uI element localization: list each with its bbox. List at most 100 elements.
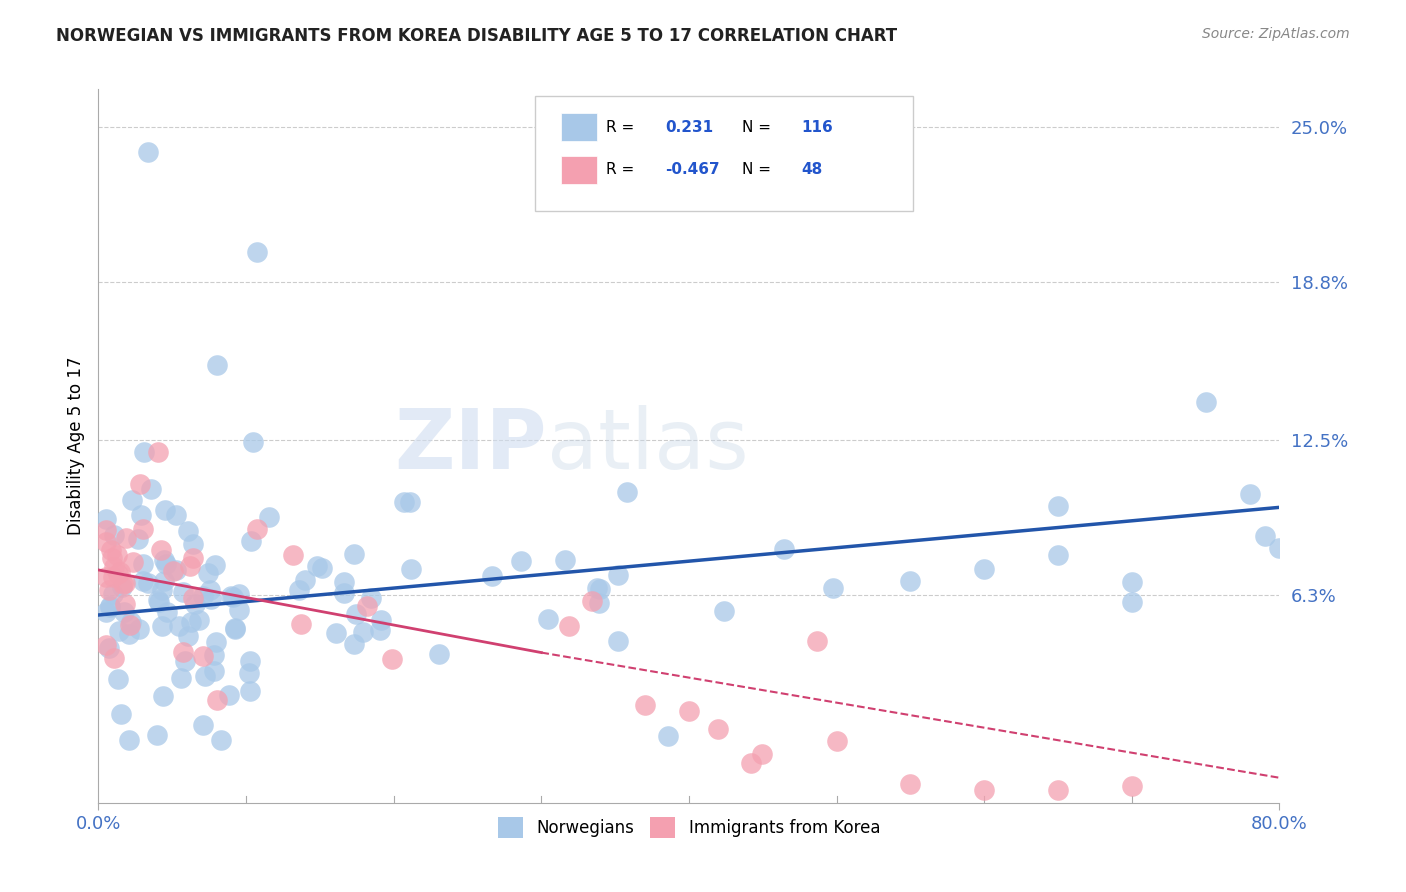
Point: [1254, 529, 1277, 543]
Point: [108, 566, 131, 580]
Point: [209, 733, 232, 747]
Point: [554, 552, 576, 566]
Point: [132, 558, 155, 572]
Point: [94, 570, 117, 584]
Point: [167, 619, 190, 633]
Point: [118, 617, 141, 632]
Point: [148, 592, 170, 607]
Point: [103, 527, 125, 541]
Point: [204, 558, 226, 573]
FancyBboxPatch shape: [536, 96, 914, 211]
Point: [205, 634, 228, 648]
Point: [1268, 541, 1291, 555]
Point: [165, 563, 187, 577]
Point: [172, 584, 194, 599]
Point: [152, 689, 174, 703]
Text: R =: R =: [606, 120, 640, 135]
Point: [325, 626, 347, 640]
Point: [1046, 499, 1070, 513]
Point: [118, 627, 141, 641]
Point: [343, 637, 366, 651]
Point: [155, 557, 177, 571]
Point: [333, 575, 356, 590]
Legend: Norwegians, Immigrants from Korea: Norwegians, Immigrants from Korea: [491, 811, 887, 845]
Point: [242, 434, 264, 449]
Point: [290, 616, 312, 631]
Point: [202, 664, 225, 678]
Point: [194, 669, 217, 683]
Point: [150, 618, 173, 632]
Point: [305, 558, 328, 573]
Point: [222, 590, 245, 604]
Point: [146, 445, 169, 459]
Point: [122, 555, 145, 569]
Point: [153, 574, 176, 588]
Point: [589, 582, 612, 596]
Text: -0.467: -0.467: [665, 162, 720, 178]
Point: [97, 582, 120, 597]
Point: [633, 698, 655, 713]
Point: [155, 605, 177, 619]
Point: [177, 524, 200, 538]
Point: [200, 592, 222, 607]
Point: [370, 613, 392, 627]
Point: [107, 673, 129, 687]
Point: [228, 587, 250, 601]
Point: [281, 548, 304, 562]
Point: [823, 581, 845, 595]
Point: [181, 537, 204, 551]
Point: [399, 495, 422, 509]
Point: [707, 722, 730, 736]
Point: [94, 534, 117, 549]
Point: [128, 623, 150, 637]
Point: [607, 568, 630, 582]
Point: [1239, 487, 1261, 501]
Point: [806, 633, 828, 648]
Point: [112, 605, 135, 619]
Point: [219, 589, 242, 603]
Point: [239, 683, 262, 698]
Point: [129, 508, 152, 523]
Point: [973, 783, 995, 797]
Point: [174, 654, 197, 668]
Point: [224, 621, 246, 635]
Point: [179, 558, 201, 573]
Point: [112, 577, 135, 591]
Point: [427, 648, 450, 662]
Point: [98, 599, 121, 613]
Point: [103, 650, 125, 665]
Point: [713, 604, 735, 618]
Point: [141, 482, 163, 496]
Point: [191, 648, 214, 663]
Point: [678, 704, 700, 718]
Point: [191, 718, 214, 732]
Point: [101, 551, 124, 566]
Point: [153, 503, 176, 517]
Point: [740, 756, 762, 770]
Point: [94, 512, 117, 526]
Point: [1121, 595, 1143, 609]
Point: [392, 495, 415, 509]
Point: [110, 706, 132, 721]
Point: [368, 624, 391, 638]
Point: [136, 145, 159, 159]
Point: [191, 589, 214, 603]
Point: [148, 595, 170, 609]
Point: [202, 648, 225, 662]
Point: [585, 581, 607, 595]
Point: [198, 582, 221, 597]
Point: [121, 492, 143, 507]
Point: [751, 747, 773, 762]
Point: [333, 585, 356, 599]
Point: [177, 629, 200, 643]
Point: [101, 569, 124, 583]
Point: [165, 508, 187, 522]
Point: [127, 532, 149, 546]
FancyBboxPatch shape: [561, 155, 596, 184]
Point: [657, 730, 679, 744]
Point: [108, 624, 131, 638]
Point: [150, 583, 173, 598]
Point: [287, 583, 309, 598]
Point: [537, 612, 560, 626]
Point: [128, 477, 150, 491]
